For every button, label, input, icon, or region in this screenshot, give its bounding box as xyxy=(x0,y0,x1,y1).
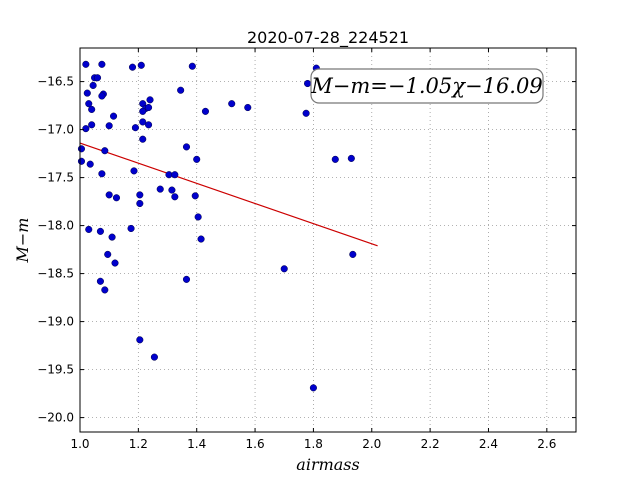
data-point xyxy=(82,125,90,133)
data-point xyxy=(182,143,191,151)
data-point xyxy=(127,224,135,233)
data-point xyxy=(96,277,104,285)
fit-annotation: M−m=−1.05χ−16.09 xyxy=(310,68,544,104)
data-point xyxy=(302,109,310,117)
x-tick-label: 1.4 xyxy=(187,437,206,451)
y-tick-label: −18.5 xyxy=(37,267,74,281)
data-point xyxy=(280,265,288,273)
data-point xyxy=(85,100,93,108)
data-point xyxy=(88,105,96,113)
data-point xyxy=(136,199,144,208)
data-point xyxy=(98,170,106,178)
scatter-points xyxy=(77,60,357,392)
data-point xyxy=(128,63,137,71)
data-point xyxy=(194,213,202,221)
data-point xyxy=(182,275,191,283)
x-axis-ticks: 1.0 1.2 1.4 1.6 1.8 2.0 2.2 2.4 2.6 xyxy=(70,48,556,451)
x-tick-label: 1.6 xyxy=(246,437,265,451)
fit-line-group xyxy=(79,142,378,247)
y-tick-label: −17.5 xyxy=(37,171,74,185)
data-point xyxy=(93,74,102,82)
data-point xyxy=(177,86,185,94)
data-point xyxy=(156,185,164,193)
y-tick-label: −17.0 xyxy=(37,123,74,137)
data-point xyxy=(112,194,121,202)
data-point xyxy=(136,191,144,199)
x-tick-label: 2.2 xyxy=(421,437,440,451)
plot-frame xyxy=(79,47,577,433)
x-axis-label: airmass xyxy=(296,455,359,474)
data-point xyxy=(88,121,96,129)
data-point xyxy=(101,286,109,294)
data-point xyxy=(188,62,196,70)
data-point xyxy=(82,60,90,68)
data-point xyxy=(86,160,94,168)
data-point xyxy=(171,171,179,179)
y-tick-label: −19.5 xyxy=(37,363,74,377)
data-point xyxy=(331,155,339,163)
data-point xyxy=(197,235,205,243)
data-point xyxy=(98,92,106,100)
data-point xyxy=(228,100,236,108)
data-point xyxy=(111,259,119,267)
data-point xyxy=(83,89,91,97)
data-point xyxy=(96,227,104,235)
data-point xyxy=(146,96,154,104)
y-tick-label: −18.0 xyxy=(37,219,74,233)
y-tick-label: −19.0 xyxy=(37,315,74,329)
data-point xyxy=(201,107,210,115)
data-point xyxy=(104,250,112,258)
x-tick-label: 2.4 xyxy=(479,437,498,451)
chart-title: 2020-07-28_224521 xyxy=(247,28,409,48)
data-point xyxy=(89,81,97,89)
grid xyxy=(79,48,576,432)
data-point xyxy=(168,186,176,194)
data-point xyxy=(244,103,252,112)
y-tick-label: −16.5 xyxy=(37,75,74,89)
data-point xyxy=(108,233,116,241)
data-point xyxy=(139,118,147,126)
data-point xyxy=(191,192,199,200)
data-point xyxy=(145,121,153,129)
x-tick-label: 1.2 xyxy=(129,437,148,451)
fit-line xyxy=(79,142,378,247)
data-point xyxy=(349,250,357,258)
data-point xyxy=(150,353,158,361)
data-point xyxy=(171,193,179,201)
x-tick-label: 1.0 xyxy=(70,437,89,451)
y-axis-ticks: −16.5 −17.0 −17.5 −18.0 −18.5 −19.0 −19.5 −20.0 xyxy=(37,75,576,425)
data-point xyxy=(131,124,139,132)
data-point xyxy=(85,225,93,233)
annotation-box xyxy=(310,68,544,104)
data-point xyxy=(77,145,86,153)
data-point xyxy=(347,154,355,162)
data-point xyxy=(110,112,118,120)
y-axis-label: M−m xyxy=(13,218,32,264)
data-point xyxy=(136,336,144,344)
data-point xyxy=(145,103,153,112)
data-point xyxy=(77,157,86,165)
data-point xyxy=(304,79,312,88)
data-point xyxy=(139,107,147,115)
data-point xyxy=(309,384,317,392)
data-point xyxy=(105,122,113,130)
x-tick-label: 1.8 xyxy=(304,437,323,451)
annotation-text: M−m=−1.05χ−16.09 xyxy=(310,74,542,98)
data-point xyxy=(139,135,147,143)
x-tick-label: 2.6 xyxy=(537,437,556,451)
y-tick-label: −20.0 xyxy=(37,411,74,425)
data-point xyxy=(137,61,145,69)
data-point xyxy=(105,191,113,199)
x-tick-label: 2.0 xyxy=(362,437,381,451)
data-point xyxy=(98,60,106,68)
data-point xyxy=(130,167,138,175)
data-point xyxy=(101,147,109,155)
data-point xyxy=(193,155,201,163)
